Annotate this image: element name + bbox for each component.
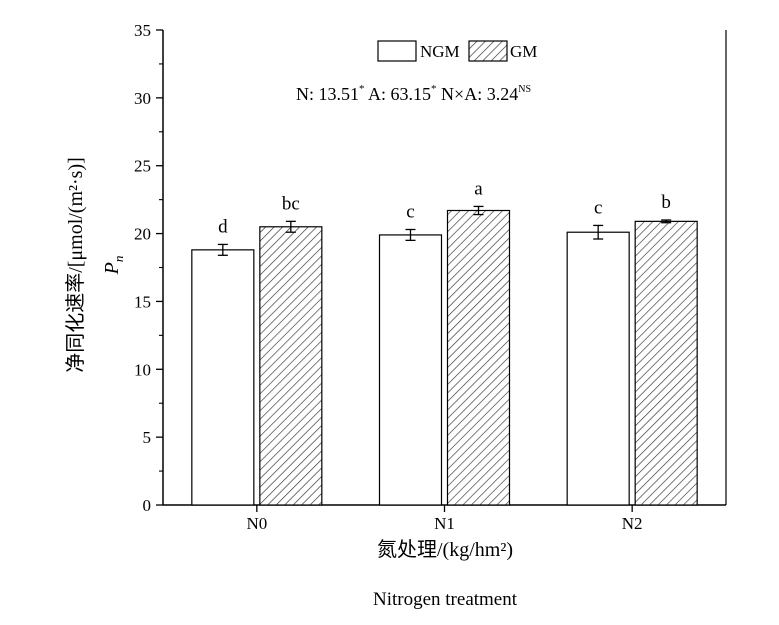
legend-label-gm: GM: [510, 42, 537, 61]
y-tick-label: 30: [134, 89, 151, 108]
x-tick-label-n2: N2: [622, 514, 643, 533]
anova-stats: N: 13.51* A: 63.15* N×A: 3.24NS: [296, 83, 531, 104]
y-tick-label: 0: [143, 496, 152, 515]
significance-letter: c: [406, 202, 414, 223]
x-tick-label-n1: N1: [434, 514, 455, 533]
stat-nxa-sig: NS: [518, 84, 531, 95]
legend: NGM GM: [377, 40, 537, 62]
y-tick-label: 20: [134, 225, 151, 244]
stat-n-value: 13.51: [319, 84, 360, 104]
x-tick-label-n0: N0: [246, 514, 267, 533]
y-tick-label: 25: [134, 157, 151, 176]
stat-nxa-label: N×A: [441, 84, 477, 104]
stat-n-sig: *: [359, 83, 365, 95]
stat-a-sig: *: [431, 83, 437, 95]
bar-gm-n2: [634, 220, 698, 506]
bar-gm-n1: [446, 209, 511, 506]
stat-a-label: A: [368, 84, 381, 104]
y-tick-label: 35: [134, 21, 151, 40]
bar-gm-n0: [259, 226, 323, 506]
y-axis-title-cn: 净同化速率/[μmol/(m²·s)]: [64, 157, 87, 373]
y-tick-label: 10: [134, 360, 151, 379]
bar-ngm-n0: [191, 249, 255, 506]
bar-ngm-n1: [378, 234, 443, 506]
y-tick-label: 15: [134, 292, 151, 311]
significance-letter: c: [594, 197, 602, 218]
y-axis-symbol: Pn: [101, 256, 126, 276]
stat-n-label: N: [296, 84, 309, 104]
stat-nxa-value: 3.24: [487, 84, 519, 104]
x-axis-title-cn: 氮处理/(kg/hm²): [377, 538, 513, 561]
significance-letter: bc: [282, 193, 300, 214]
y-tick-label: 5: [143, 428, 152, 447]
significance-letter: b: [661, 192, 671, 213]
x-axis-title-en: Nitrogen treatment: [373, 589, 518, 610]
stat-a-value: 63.15: [391, 84, 432, 104]
legend-swatch-ngm: [377, 40, 417, 62]
significance-letter: d: [218, 216, 228, 237]
legend-swatch-gm: [468, 40, 508, 62]
significance-letter: a: [474, 178, 483, 199]
legend-label-ngm: NGM: [420, 42, 460, 61]
bar-ngm-n2: [566, 231, 630, 506]
